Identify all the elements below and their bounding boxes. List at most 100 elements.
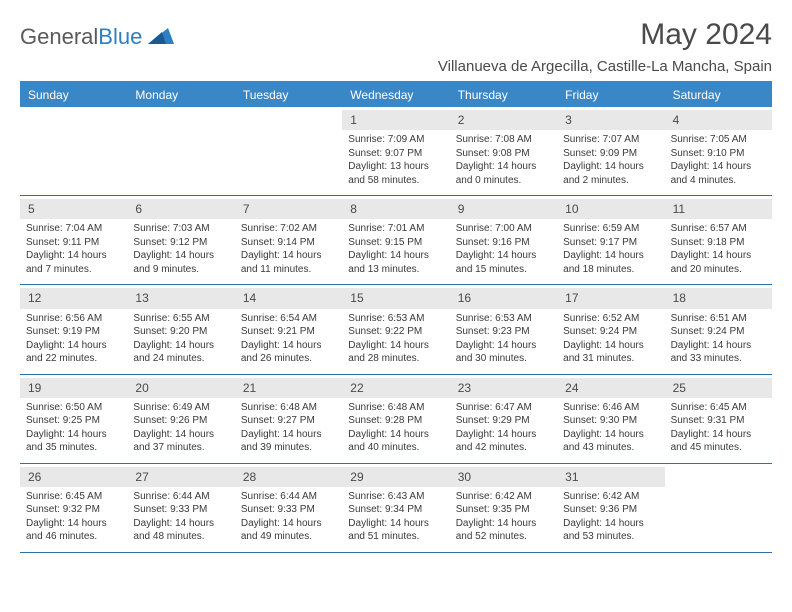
week-row: 1Sunrise: 7:09 AMSunset: 9:07 PMDaylight…	[20, 107, 772, 196]
sunset-line: Sunset: 9:35 PM	[456, 503, 551, 517]
sunset-line: Sunset: 9:31 PM	[671, 414, 766, 428]
daylight-line-1: Daylight: 14 hours	[348, 339, 443, 353]
daylight-line-1: Daylight: 14 hours	[456, 428, 551, 442]
sunrise-line: Sunrise: 7:00 AM	[456, 222, 551, 236]
daylight-line-1: Daylight: 14 hours	[241, 249, 336, 263]
sunset-line: Sunset: 9:23 PM	[456, 325, 551, 339]
sunrise-line: Sunrise: 6:52 AM	[563, 312, 658, 326]
daylight-line-2: and 22 minutes.	[26, 352, 121, 366]
daylight-line-2: and 58 minutes.	[348, 174, 443, 188]
daylight-line-1: Daylight: 14 hours	[456, 160, 551, 174]
sunrise-line: Sunrise: 6:57 AM	[671, 222, 766, 236]
week-row: 26Sunrise: 6:45 AMSunset: 9:32 PMDayligh…	[20, 464, 772, 553]
daylight-line-1: Daylight: 14 hours	[133, 249, 228, 263]
day-cell: 14Sunrise: 6:54 AMSunset: 9:21 PMDayligh…	[235, 285, 342, 373]
daylight-line-1: Daylight: 14 hours	[456, 249, 551, 263]
sunset-line: Sunset: 9:28 PM	[348, 414, 443, 428]
day-number: 5	[20, 199, 127, 219]
sunset-line: Sunset: 9:11 PM	[26, 236, 121, 250]
day-number: 14	[235, 288, 342, 308]
day-number: 18	[665, 288, 772, 308]
day-cell: 22Sunrise: 6:48 AMSunset: 9:28 PMDayligh…	[342, 375, 449, 463]
day-cell: 23Sunrise: 6:47 AMSunset: 9:29 PMDayligh…	[450, 375, 557, 463]
day-cell: 12Sunrise: 6:56 AMSunset: 9:19 PMDayligh…	[20, 285, 127, 373]
day-cell: 1Sunrise: 7:09 AMSunset: 9:07 PMDaylight…	[342, 107, 449, 195]
day-cell: 5Sunrise: 7:04 AMSunset: 9:11 PMDaylight…	[20, 196, 127, 284]
day-cell: 29Sunrise: 6:43 AMSunset: 9:34 PMDayligh…	[342, 464, 449, 552]
week-row: 12Sunrise: 6:56 AMSunset: 9:19 PMDayligh…	[20, 285, 772, 374]
day-cell: 28Sunrise: 6:44 AMSunset: 9:33 PMDayligh…	[235, 464, 342, 552]
weeks-container: 1Sunrise: 7:09 AMSunset: 9:07 PMDaylight…	[20, 107, 772, 553]
day-cell: 8Sunrise: 7:01 AMSunset: 9:15 PMDaylight…	[342, 196, 449, 284]
sunrise-line: Sunrise: 6:53 AM	[456, 312, 551, 326]
daylight-line-2: and 9 minutes.	[133, 263, 228, 277]
day-number: 19	[20, 378, 127, 398]
sunset-line: Sunset: 9:15 PM	[348, 236, 443, 250]
daylight-line-2: and 33 minutes.	[671, 352, 766, 366]
sunrise-line: Sunrise: 7:02 AM	[241, 222, 336, 236]
daylight-line-1: Daylight: 14 hours	[26, 517, 121, 531]
location-label: Villanueva de Argecilla, Castille-La Man…	[20, 58, 772, 75]
day-number: 15	[342, 288, 449, 308]
sunrise-line: Sunrise: 6:48 AM	[241, 401, 336, 415]
sunrise-line: Sunrise: 6:53 AM	[348, 312, 443, 326]
sunrise-line: Sunrise: 6:45 AM	[26, 490, 121, 504]
sunset-line: Sunset: 9:29 PM	[456, 414, 551, 428]
daylight-line-2: and 4 minutes.	[671, 174, 766, 188]
daylight-line-1: Daylight: 14 hours	[241, 428, 336, 442]
daylight-line-2: and 7 minutes.	[26, 263, 121, 277]
day-cell: 19Sunrise: 6:50 AMSunset: 9:25 PMDayligh…	[20, 375, 127, 463]
day-cell: 4Sunrise: 7:05 AMSunset: 9:10 PMDaylight…	[665, 107, 772, 195]
day-cell: 17Sunrise: 6:52 AMSunset: 9:24 PMDayligh…	[557, 285, 664, 373]
sunrise-line: Sunrise: 6:54 AM	[241, 312, 336, 326]
daylight-line-1: Daylight: 13 hours	[348, 160, 443, 174]
day-header-tue: Tuesday	[235, 83, 342, 107]
sunset-line: Sunset: 9:17 PM	[563, 236, 658, 250]
day-number: 16	[450, 288, 557, 308]
day-number: 17	[557, 288, 664, 308]
daylight-line-1: Daylight: 14 hours	[26, 339, 121, 353]
daylight-line-2: and 26 minutes.	[241, 352, 336, 366]
brand-logo: GeneralBlue	[20, 24, 174, 50]
daylight-line-2: and 28 minutes.	[348, 352, 443, 366]
sunset-line: Sunset: 9:20 PM	[133, 325, 228, 339]
daylight-line-2: and 48 minutes.	[133, 530, 228, 544]
brand-word-2: Blue	[98, 24, 142, 50]
daylight-line-1: Daylight: 14 hours	[26, 428, 121, 442]
daylight-line-2: and 46 minutes.	[26, 530, 121, 544]
daylight-line-2: and 53 minutes.	[563, 530, 658, 544]
daylight-line-1: Daylight: 14 hours	[133, 428, 228, 442]
daylight-line-2: and 40 minutes.	[348, 441, 443, 455]
day-cell: 10Sunrise: 6:59 AMSunset: 9:17 PMDayligh…	[557, 196, 664, 284]
day-cell: 7Sunrise: 7:02 AMSunset: 9:14 PMDaylight…	[235, 196, 342, 284]
sunrise-line: Sunrise: 7:01 AM	[348, 222, 443, 236]
day-cell: 13Sunrise: 6:55 AMSunset: 9:20 PMDayligh…	[127, 285, 234, 373]
daylight-line-2: and 30 minutes.	[456, 352, 551, 366]
daylight-line-2: and 20 minutes.	[671, 263, 766, 277]
daylight-line-2: and 35 minutes.	[26, 441, 121, 455]
day-number: 13	[127, 288, 234, 308]
sunset-line: Sunset: 9:22 PM	[348, 325, 443, 339]
day-cell: 2Sunrise: 7:08 AMSunset: 9:08 PMDaylight…	[450, 107, 557, 195]
day-number: 9	[450, 199, 557, 219]
daylight-line-2: and 45 minutes.	[671, 441, 766, 455]
daylight-line-1: Daylight: 14 hours	[671, 339, 766, 353]
daylight-line-1: Daylight: 14 hours	[563, 339, 658, 353]
sunset-line: Sunset: 9:16 PM	[456, 236, 551, 250]
day-number: 31	[557, 467, 664, 487]
sunrise-line: Sunrise: 6:46 AM	[563, 401, 658, 415]
calendar: Sunday Monday Tuesday Wednesday Thursday…	[20, 81, 772, 553]
day-number: 6	[127, 199, 234, 219]
sunrise-line: Sunrise: 7:04 AM	[26, 222, 121, 236]
day-cell: 20Sunrise: 6:49 AMSunset: 9:26 PMDayligh…	[127, 375, 234, 463]
day-number: 27	[127, 467, 234, 487]
sunrise-line: Sunrise: 6:45 AM	[671, 401, 766, 415]
day-number: 28	[235, 467, 342, 487]
daylight-line-2: and 15 minutes.	[456, 263, 551, 277]
sunset-line: Sunset: 9:33 PM	[241, 503, 336, 517]
sunset-line: Sunset: 9:24 PM	[671, 325, 766, 339]
daylight-line-1: Daylight: 14 hours	[671, 249, 766, 263]
sunrise-line: Sunrise: 7:05 AM	[671, 133, 766, 147]
day-cell: 11Sunrise: 6:57 AMSunset: 9:18 PMDayligh…	[665, 196, 772, 284]
day-number: 1	[342, 110, 449, 130]
